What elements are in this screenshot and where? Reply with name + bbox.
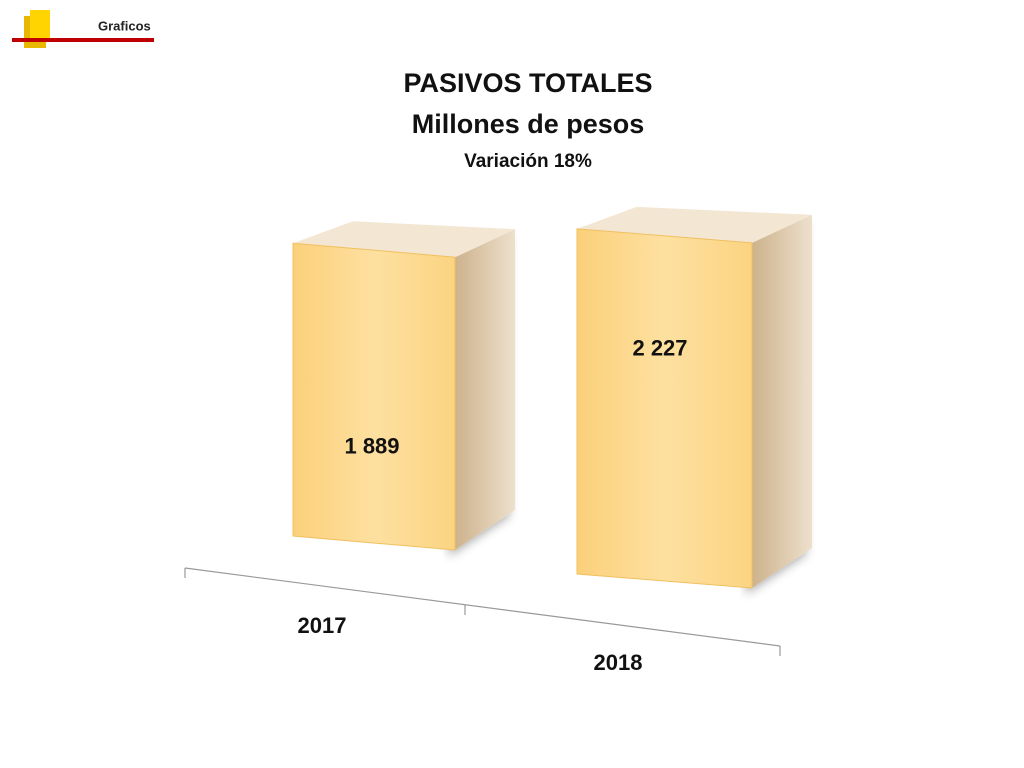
logo-block — [30, 10, 50, 40]
chart-subtitle: Millones de pesos — [412, 109, 645, 139]
x-tick-label: 2017 — [298, 613, 347, 638]
bar-side — [455, 229, 515, 550]
value-label: 1 889 — [344, 433, 399, 458]
axis-line — [184, 567, 781, 647]
x-tick-label: 2018 — [594, 650, 643, 675]
header-logo — [12, 10, 154, 48]
floor-axis — [184, 567, 781, 656]
value-label: 2 227 — [632, 336, 687, 361]
annotation: Variación 18% — [464, 151, 592, 172]
header-title: Graficos — [98, 18, 151, 33]
bar-top — [577, 206, 812, 243]
chart-title: PASIVOS TOTALES — [403, 68, 652, 98]
bar — [292, 242, 456, 551]
bar — [576, 228, 753, 589]
bar-side — [752, 214, 812, 588]
bar-top — [293, 221, 515, 258]
header-rule — [12, 38, 154, 42]
